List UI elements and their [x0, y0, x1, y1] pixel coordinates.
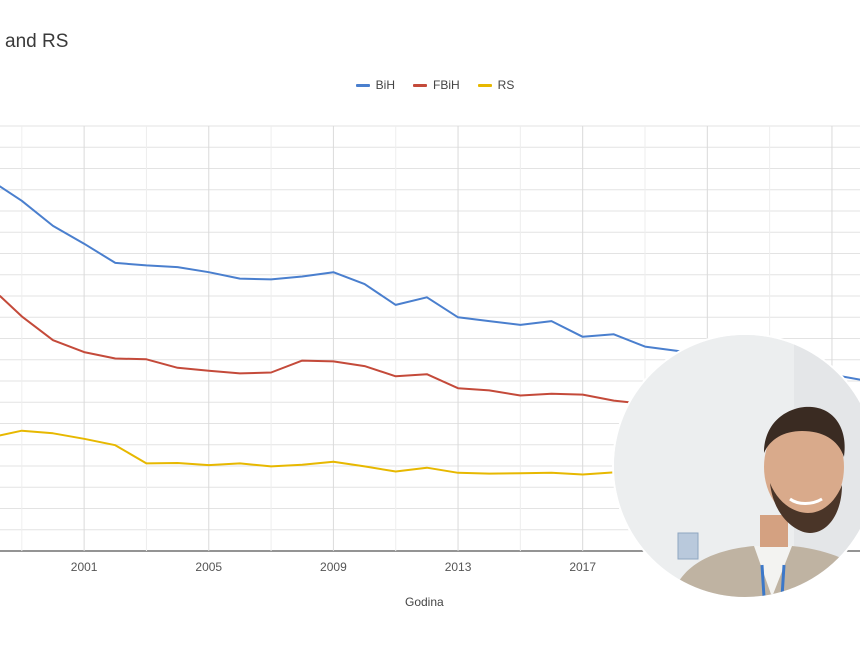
legend-swatch-bih [355, 83, 370, 87]
x-tick-labels: 200120052009201320172021 [71, 560, 721, 574]
x-tick-label: 2009 [320, 560, 347, 574]
x-tick-label: 2005 [195, 560, 222, 574]
portrait-photo [612, 333, 860, 599]
x-tick-label: 2001 [71, 560, 98, 574]
legend-label-rs: RS [497, 78, 515, 92]
legend-swatch-fbih [413, 83, 427, 87]
legend-swatch-rs [477, 83, 492, 87]
legend-item-fbih[interactable]: FBiH [413, 78, 460, 92]
chart-title: H and RS [0, 31, 69, 52]
legend-item-bih[interactable]: BiH [355, 78, 395, 92]
legend-label-fbih: FBiH [433, 78, 460, 92]
x-axis-label: Godina [405, 595, 444, 609]
legend-item-rs[interactable]: RS [477, 78, 515, 92]
x-tick-label: 2013 [445, 560, 472, 574]
legend-label-bih: BiH [375, 78, 395, 92]
x-tick-label: 2017 [569, 560, 596, 574]
portrait-illustration [614, 335, 860, 597]
legend: BiH FBiH RS [0, 78, 860, 92]
